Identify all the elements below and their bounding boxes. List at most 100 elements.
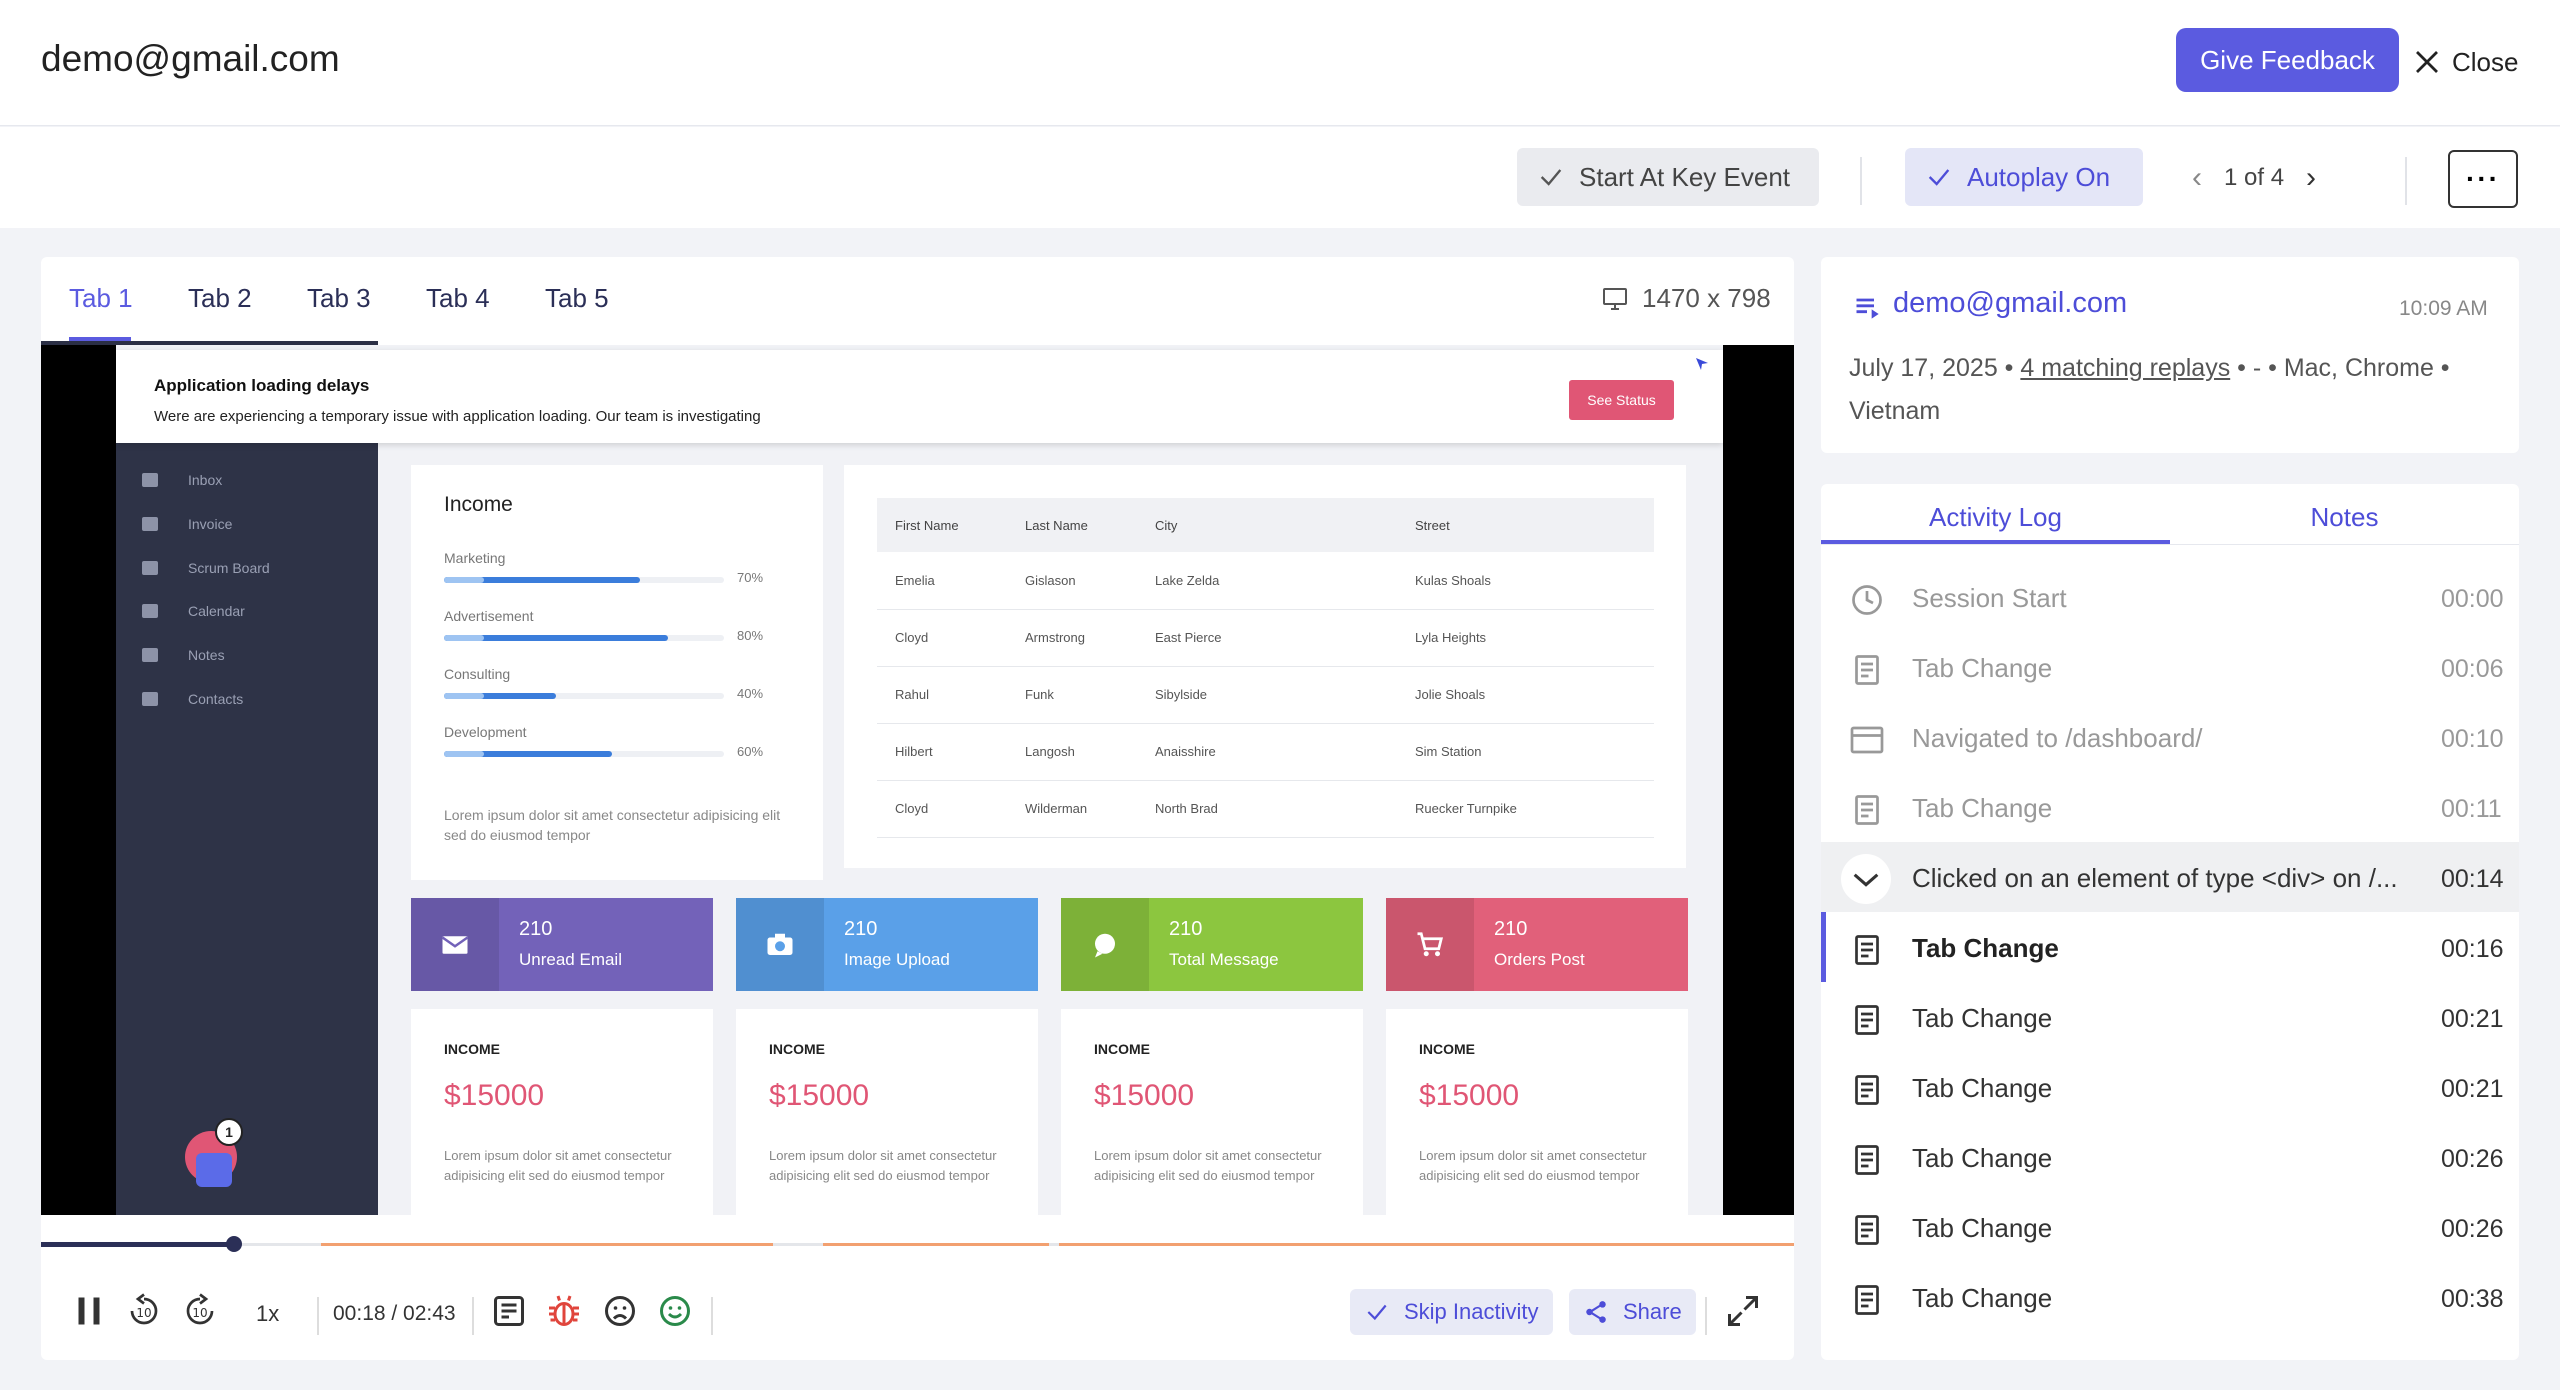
- tab-1[interactable]: Tab 1: [69, 283, 133, 313]
- fullscreen-button[interactable]: [1723, 1291, 1763, 1331]
- replay-screen[interactable]: Application loading delays Were are expe…: [41, 345, 1794, 1215]
- income-summary-value: $15000: [1094, 1079, 1195, 1112]
- checkbox-icon: [142, 561, 158, 575]
- skip-inactivity-button[interactable]: Skip Inactivity: [1350, 1289, 1553, 1335]
- sidebar-item-notes[interactable]: Notes: [142, 643, 225, 667]
- activity-label: Tab Change: [1912, 793, 2053, 823]
- sidebar-item-inbox[interactable]: Inbox: [142, 468, 222, 492]
- document-icon: [1849, 1002, 1885, 1038]
- table-cell: Emelia: [877, 552, 1007, 610]
- activity-row[interactable]: Session Start 00:00: [1821, 562, 2519, 632]
- activity-row[interactable]: Clicked on an element of type <div> on /…: [1821, 842, 2519, 912]
- pause-button[interactable]: [69, 1291, 109, 1331]
- stat-value: 210: [1169, 918, 1203, 940]
- sidebar-item-invoice[interactable]: Invoice: [142, 512, 232, 536]
- sidebar-item-calendar[interactable]: Calendar: [142, 599, 245, 623]
- stat-tile: 210 Unread Email: [411, 898, 713, 991]
- close-button[interactable]: Close: [2412, 40, 2518, 84]
- playback-speed[interactable]: 1x: [256, 1301, 280, 1326]
- share-button[interactable]: Share: [1569, 1289, 1696, 1335]
- timeline-scrubber[interactable]: [225, 1236, 242, 1252]
- timeline-activity-segment: [1059, 1243, 1794, 1246]
- activity-row[interactable]: Tab Change 00:26: [1821, 1192, 2519, 1262]
- activity-row[interactable]: Tab Change 00:21: [1821, 1052, 2519, 1122]
- activity-row[interactable]: Tab Change 00:11: [1821, 772, 2519, 842]
- tab-2[interactable]: Tab 2: [188, 283, 252, 313]
- session-meta-rest: • - • Mac, Chrome • Vietnam: [1849, 354, 2450, 425]
- divider: [472, 1297, 474, 1335]
- income-summary-card: INCOME $15000 Lorem ipsum dolor sit amet c…: [1386, 1009, 1688, 1215]
- list-icon: [1856, 298, 1879, 319]
- stat-label: Unread Email: [519, 950, 622, 969]
- tab-5[interactable]: Tab 5: [545, 283, 609, 313]
- activity-row[interactable]: Navigated to /dashboard/00:10: [1821, 702, 2519, 772]
- table-cell: Jolie Shoals: [1397, 666, 1654, 724]
- sidebar-item-scrum-board[interactable]: Scrum Board: [142, 556, 270, 580]
- person-icon: [142, 692, 158, 706]
- share-label: Share: [1623, 1299, 1682, 1324]
- progress-track: [444, 577, 724, 583]
- table-cell: Anaisshire: [1137, 723, 1397, 781]
- table-header: Street: [1397, 498, 1654, 552]
- sidebar-item-contacts[interactable]: Contacts: [142, 687, 243, 711]
- see-status-button[interactable]: See Status: [1569, 380, 1674, 420]
- playback-timeline[interactable]: [41, 1236, 1794, 1252]
- activity-label: Tab Change: [1912, 1143, 2053, 1173]
- income-summary-label: INCOME: [769, 1041, 825, 1057]
- cursor-icon: [1696, 358, 1708, 370]
- give-feedback-button[interactable]: Give Feedback: [2176, 28, 2399, 92]
- divider: [2405, 157, 2407, 205]
- bug-button[interactable]: [544, 1291, 584, 1331]
- activity-row[interactable]: Tab Change 00:38: [1821, 1262, 2519, 1332]
- progress-percent: 40%: [737, 686, 764, 701]
- frustration-button[interactable]: [600, 1291, 640, 1331]
- check-icon: [1928, 169, 1950, 186]
- chat-icon: [1061, 898, 1149, 991]
- sidebar-item-label: Scrum Board: [188, 560, 270, 576]
- notes-button[interactable]: [489, 1291, 529, 1331]
- chevron-down-icon[interactable]: [1841, 854, 1891, 904]
- more-options-button[interactable]: ···: [2448, 150, 2518, 208]
- activity-label: Tab Change: [1912, 933, 2059, 963]
- stat-value: 210: [844, 918, 878, 940]
- smile-button[interactable]: [655, 1291, 695, 1331]
- tab-4[interactable]: Tab 4: [426, 283, 490, 313]
- income-summary-card: INCOME $15000 Lorem ipsum dolor sit amet c…: [411, 1009, 713, 1215]
- pager-text: 1 of 4: [2224, 164, 2285, 191]
- table-cell: Sim Station: [1397, 723, 1654, 781]
- activity-row[interactable]: Tab Change 00:21: [1821, 982, 2519, 1052]
- document-icon: [1849, 1282, 1885, 1318]
- clock-icon: [1849, 582, 1885, 618]
- progress-label: Advertisement: [444, 608, 534, 624]
- start-at-key-event-button[interactable]: Start At Key Event: [1517, 148, 1819, 206]
- activity-row[interactable]: Tab Change 00:06: [1821, 632, 2519, 702]
- table-cell: Ruecker Turnpike: [1397, 780, 1654, 838]
- table-cell: Armstrong: [1007, 609, 1137, 667]
- tab-activity-log[interactable]: Activity Log: [1929, 502, 2062, 532]
- table-cell: Sibylside: [1137, 666, 1397, 724]
- chat-widget-icon: [196, 1153, 232, 1187]
- active-tab-underline: [69, 337, 131, 341]
- stat-tile: 210 Total Message: [1061, 898, 1363, 991]
- activity-row[interactable]: Tab Change 00:16: [1821, 912, 2519, 982]
- smile-face-icon: [660, 1296, 690, 1326]
- table-cell: Lyla Heights: [1397, 609, 1654, 667]
- table-cell: Hilbert: [877, 723, 1007, 781]
- activity-time: 00:21: [2441, 1005, 2504, 1033]
- rewind-10-button[interactable]: 10: [124, 1291, 164, 1331]
- autoplay-button[interactable]: Autoplay On: [1905, 148, 2143, 206]
- chevron-right-icon[interactable]: ›: [2306, 161, 2317, 194]
- forward-10-button[interactable]: 10: [180, 1291, 220, 1331]
- matching-replays-link[interactable]: 4 matching replays: [2020, 354, 2231, 382]
- page-title: demo@gmail.com: [41, 38, 340, 79]
- notes-icon: [142, 648, 158, 662]
- chevron-left-icon[interactable]: ‹: [2192, 161, 2202, 194]
- table-cell: Kulas Shoals: [1397, 552, 1654, 610]
- activity-row[interactable]: Tab Change 00:26: [1821, 1122, 2519, 1192]
- activity-time: 00:26: [2441, 1215, 2504, 1243]
- session-user-email[interactable]: demo@gmail.com: [1893, 287, 2128, 319]
- start-at-key-event-label: Start At Key Event: [1579, 161, 1790, 192]
- tab-3[interactable]: Tab 3: [307, 283, 371, 313]
- tab-notes[interactable]: Notes: [2310, 502, 2379, 532]
- mail-icon: [411, 898, 499, 991]
